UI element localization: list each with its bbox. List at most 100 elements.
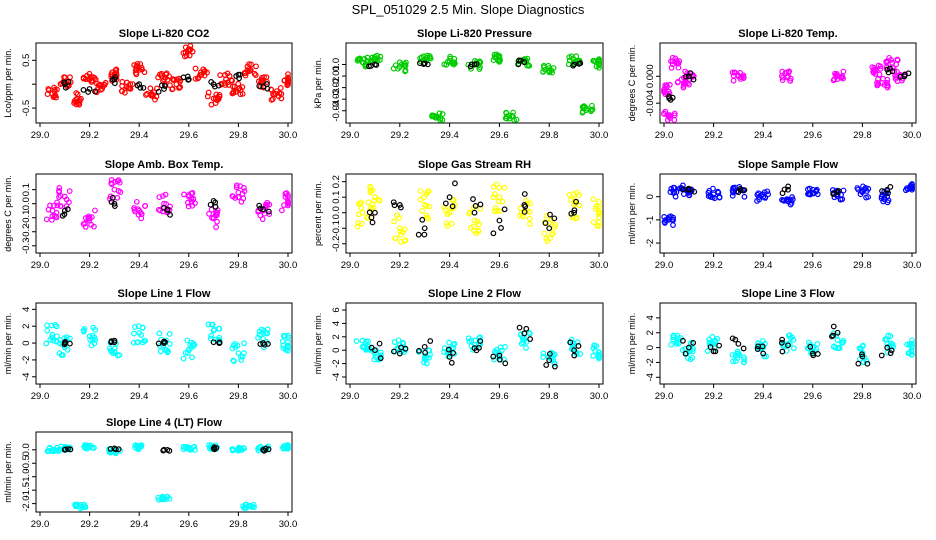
data-point xyxy=(887,333,894,340)
data-point xyxy=(741,187,748,193)
data-point xyxy=(450,349,456,356)
data-point xyxy=(490,230,497,237)
data-point xyxy=(582,104,588,110)
x-tick-label: 29.2 xyxy=(80,260,99,271)
data-point xyxy=(166,447,173,454)
data-point xyxy=(147,85,154,92)
y-tick-label: 4 xyxy=(645,315,656,320)
chart-panel-7: Slope Line 1 Flow 29.0 29.2 29.4 29.6 29.8 30.… xyxy=(3,288,297,402)
data-point xyxy=(476,66,483,72)
data-point xyxy=(417,60,423,67)
data-point xyxy=(498,225,504,231)
data-point xyxy=(595,198,602,205)
data-point xyxy=(471,209,478,216)
data-point xyxy=(80,327,87,334)
data-point xyxy=(577,60,584,67)
data-point xyxy=(781,186,788,193)
data-point xyxy=(56,188,63,194)
data-point xyxy=(466,210,472,217)
data-point xyxy=(596,214,602,220)
data-point xyxy=(369,201,376,208)
chart-panel-3: Slope Li-820 Temp. 29.0 29.2 29.4 29.6 29.8 30… xyxy=(627,28,921,141)
data-point xyxy=(870,67,877,74)
chart-panel-9: Slope Line 3 Flow 29.0 29.2 29.4 29.6 29.8 30.… xyxy=(627,288,921,402)
data-point xyxy=(81,503,88,510)
data-point xyxy=(233,184,240,191)
data-point xyxy=(353,338,360,344)
data-point xyxy=(376,197,383,204)
data-point xyxy=(884,186,891,193)
data-point xyxy=(759,343,766,350)
chart-panel-6: Slope Sample Flow 29.0 29.2 29.4 29.6 29.8 30.… xyxy=(627,159,921,271)
data-point xyxy=(370,204,377,211)
data-point xyxy=(415,231,422,238)
data-point xyxy=(493,53,500,60)
y-tick-label: 0.2 xyxy=(331,175,342,188)
data-point xyxy=(471,217,478,224)
data-point xyxy=(709,333,716,340)
data-point xyxy=(548,67,555,74)
data-point xyxy=(830,343,837,350)
data-point xyxy=(67,74,73,81)
data-point xyxy=(111,203,118,209)
data-point xyxy=(171,76,178,83)
page-title: SPL_051029 2.5 Min. Slope Diagnostics xyxy=(351,2,585,17)
data-point xyxy=(551,360,558,367)
data-point xyxy=(285,79,291,86)
data-point xyxy=(217,72,224,79)
data-point xyxy=(662,217,669,223)
data-point xyxy=(185,203,192,210)
data-point xyxy=(390,348,397,355)
data-point xyxy=(874,82,881,88)
data-point xyxy=(64,206,71,213)
data-point xyxy=(691,188,698,195)
x-tick-label: 29.4 xyxy=(130,391,149,402)
data-point xyxy=(477,334,483,341)
x-tick-label: 30.0 xyxy=(903,260,922,271)
chart-panel-5: Slope Gas Stream RH 29.0 29.2 29.4 29.6 29.8 3… xyxy=(313,159,608,271)
data-point xyxy=(397,204,404,211)
data-point xyxy=(366,209,373,216)
data-point xyxy=(256,331,263,338)
data-point xyxy=(135,206,141,213)
data-point xyxy=(779,74,786,81)
data-point xyxy=(670,334,677,341)
data-point xyxy=(97,86,104,93)
data-point xyxy=(138,443,145,450)
data-point xyxy=(501,184,508,191)
x-tick-label: 29.4 xyxy=(440,130,459,141)
chart-panel-8: Slope Line 2 Flow 29.0 29.2 29.4 29.6 29.8 30.… xyxy=(313,288,608,402)
data-point xyxy=(82,215,89,221)
data-point xyxy=(680,191,687,198)
x-tick-label: 29.0 xyxy=(655,130,674,141)
data-point xyxy=(157,348,164,355)
data-point xyxy=(189,202,196,209)
data-point xyxy=(52,321,59,328)
data-point xyxy=(155,340,162,347)
data-point xyxy=(273,88,280,95)
data-point xyxy=(259,216,266,223)
data-point xyxy=(661,110,667,117)
panel-title: Slope Line 4 (LT) Flow xyxy=(106,417,222,429)
y-axis-label: ml/min per min. xyxy=(627,183,637,245)
data-point xyxy=(690,76,697,83)
data-point xyxy=(710,185,716,192)
data-point xyxy=(779,336,786,343)
data-point xyxy=(444,211,451,218)
x-tick-label: 29.0 xyxy=(655,260,674,271)
x-tick-label: 30.0 xyxy=(590,130,609,141)
data-point xyxy=(576,202,583,209)
data-point xyxy=(680,186,687,193)
data-point xyxy=(596,210,602,217)
x-tick-label: 29.8 xyxy=(540,260,559,271)
data-point xyxy=(729,335,736,342)
data-point xyxy=(444,223,451,229)
data-point xyxy=(92,207,98,214)
data-point xyxy=(888,347,895,354)
x-tick-label: 30.0 xyxy=(903,130,922,141)
data-point xyxy=(107,449,114,456)
data-point xyxy=(250,501,257,508)
data-point xyxy=(285,442,291,448)
data-point xyxy=(392,235,399,242)
data-point xyxy=(367,183,373,190)
